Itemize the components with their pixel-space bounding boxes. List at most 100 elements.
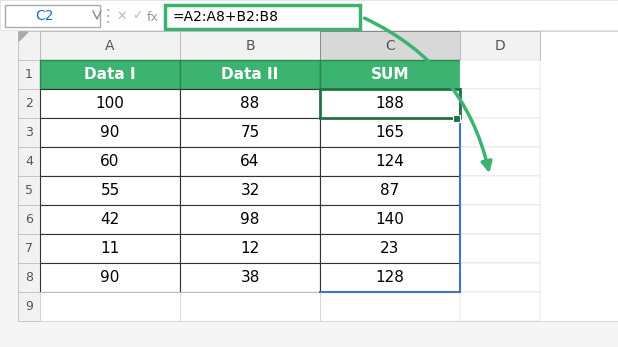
FancyBboxPatch shape <box>320 147 460 176</box>
Bar <box>453 115 460 122</box>
Text: 128: 128 <box>376 270 404 285</box>
Text: 88: 88 <box>240 96 260 111</box>
FancyBboxPatch shape <box>18 292 40 321</box>
FancyBboxPatch shape <box>18 205 40 234</box>
FancyBboxPatch shape <box>180 89 320 118</box>
FancyBboxPatch shape <box>40 118 180 147</box>
Text: 11: 11 <box>100 241 120 256</box>
Text: =A2:A8+B2:B8: =A2:A8+B2:B8 <box>173 10 279 24</box>
FancyBboxPatch shape <box>460 89 540 118</box>
Text: 87: 87 <box>380 183 400 198</box>
FancyBboxPatch shape <box>0 0 618 30</box>
FancyBboxPatch shape <box>460 292 540 321</box>
FancyBboxPatch shape <box>180 147 320 176</box>
FancyBboxPatch shape <box>460 118 540 147</box>
Text: 124: 124 <box>376 154 404 169</box>
FancyBboxPatch shape <box>18 31 40 60</box>
Text: A: A <box>105 39 115 52</box>
FancyBboxPatch shape <box>320 292 460 321</box>
FancyArrowPatch shape <box>365 18 491 169</box>
FancyBboxPatch shape <box>320 234 460 263</box>
FancyBboxPatch shape <box>180 205 320 234</box>
FancyBboxPatch shape <box>180 263 320 292</box>
Text: 32: 32 <box>240 183 260 198</box>
Text: 3: 3 <box>25 126 33 139</box>
Text: 60: 60 <box>100 154 120 169</box>
Text: 98: 98 <box>240 212 260 227</box>
Text: 12: 12 <box>240 241 260 256</box>
FancyBboxPatch shape <box>18 234 40 263</box>
Text: D: D <box>494 39 506 52</box>
Text: 64: 64 <box>240 154 260 169</box>
Text: 188: 188 <box>376 96 404 111</box>
FancyBboxPatch shape <box>40 263 180 292</box>
FancyBboxPatch shape <box>165 5 360 29</box>
Text: ✓: ✓ <box>132 9 142 23</box>
FancyBboxPatch shape <box>180 234 320 263</box>
Text: 75: 75 <box>240 125 260 140</box>
FancyBboxPatch shape <box>180 292 320 321</box>
FancyBboxPatch shape <box>320 176 460 205</box>
Text: 23: 23 <box>380 241 400 256</box>
Text: B: B <box>245 39 255 52</box>
FancyBboxPatch shape <box>18 176 40 205</box>
Text: 4: 4 <box>25 155 33 168</box>
FancyBboxPatch shape <box>40 89 180 118</box>
FancyBboxPatch shape <box>460 31 540 60</box>
FancyBboxPatch shape <box>18 263 40 292</box>
FancyBboxPatch shape <box>180 31 320 60</box>
Text: Data I: Data I <box>84 67 136 82</box>
Text: 2: 2 <box>25 97 33 110</box>
FancyBboxPatch shape <box>320 60 460 89</box>
FancyBboxPatch shape <box>18 147 40 176</box>
FancyBboxPatch shape <box>40 31 180 60</box>
Text: 100: 100 <box>96 96 124 111</box>
FancyBboxPatch shape <box>460 176 540 205</box>
FancyBboxPatch shape <box>18 60 40 89</box>
Text: 55: 55 <box>100 183 120 198</box>
Text: 8: 8 <box>25 271 33 284</box>
Text: 1: 1 <box>25 68 33 81</box>
FancyBboxPatch shape <box>460 205 540 234</box>
Text: C: C <box>385 39 395 52</box>
Text: ⋮: ⋮ <box>99 7 116 25</box>
FancyBboxPatch shape <box>18 89 40 118</box>
FancyBboxPatch shape <box>180 60 320 89</box>
Text: 90: 90 <box>100 270 120 285</box>
FancyBboxPatch shape <box>40 234 180 263</box>
FancyBboxPatch shape <box>180 176 320 205</box>
Polygon shape <box>19 32 28 41</box>
FancyBboxPatch shape <box>320 118 460 147</box>
Text: 165: 165 <box>376 125 405 140</box>
Text: fx: fx <box>147 10 159 24</box>
FancyBboxPatch shape <box>40 205 180 234</box>
FancyBboxPatch shape <box>40 60 180 89</box>
FancyBboxPatch shape <box>40 176 180 205</box>
Text: 9: 9 <box>25 300 33 313</box>
FancyBboxPatch shape <box>18 31 618 321</box>
FancyBboxPatch shape <box>40 147 180 176</box>
Text: 140: 140 <box>376 212 404 227</box>
Text: ✕: ✕ <box>117 9 127 23</box>
FancyBboxPatch shape <box>460 234 540 263</box>
FancyBboxPatch shape <box>320 89 460 118</box>
FancyBboxPatch shape <box>460 263 540 292</box>
FancyBboxPatch shape <box>320 263 460 292</box>
FancyBboxPatch shape <box>460 60 540 89</box>
Text: 38: 38 <box>240 270 260 285</box>
Text: Data II: Data II <box>221 67 279 82</box>
Text: SUM: SUM <box>371 67 409 82</box>
Text: 90: 90 <box>100 125 120 140</box>
FancyBboxPatch shape <box>460 147 540 176</box>
FancyBboxPatch shape <box>5 5 100 27</box>
FancyBboxPatch shape <box>320 205 460 234</box>
FancyBboxPatch shape <box>320 31 460 60</box>
FancyBboxPatch shape <box>40 292 180 321</box>
Text: 6: 6 <box>25 213 33 226</box>
Text: 42: 42 <box>100 212 120 227</box>
FancyBboxPatch shape <box>18 118 40 147</box>
FancyBboxPatch shape <box>180 118 320 147</box>
Text: 5: 5 <box>25 184 33 197</box>
Text: C2: C2 <box>35 9 54 23</box>
Text: 7: 7 <box>25 242 33 255</box>
